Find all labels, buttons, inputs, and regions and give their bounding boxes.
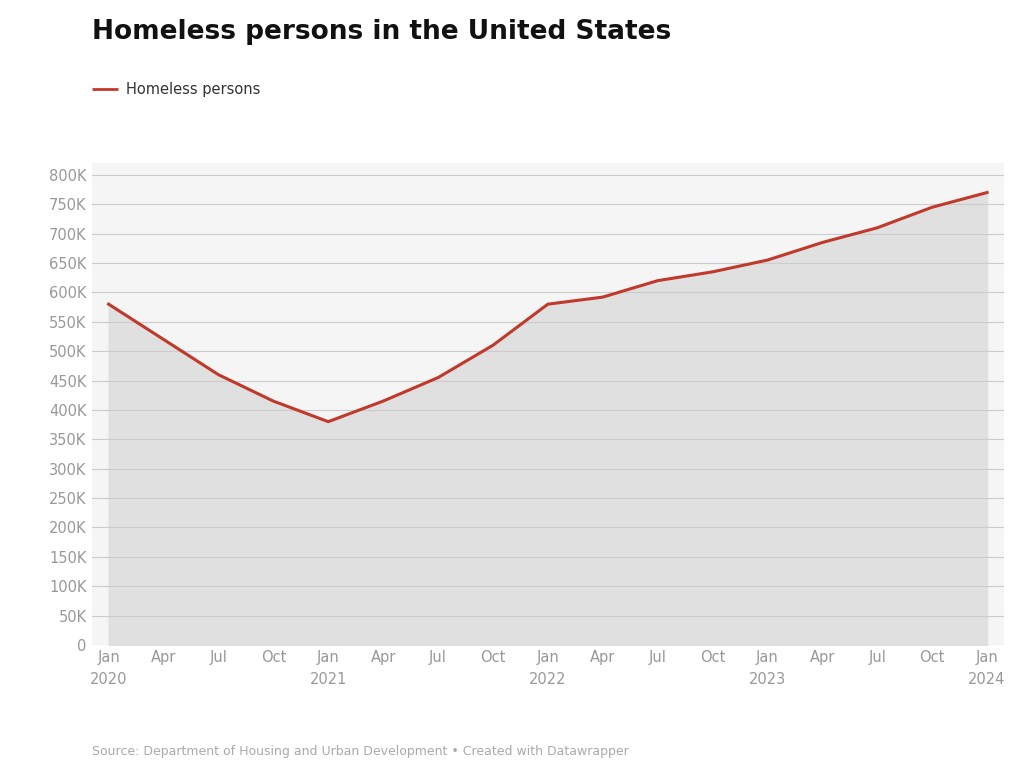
Text: 2021: 2021 <box>309 672 347 687</box>
Text: Homeless persons: Homeless persons <box>126 82 260 97</box>
Text: Source: Department of Housing and Urban Development • Created with Datawrapper: Source: Department of Housing and Urban … <box>92 744 629 758</box>
Text: 2023: 2023 <box>749 672 786 687</box>
Text: 2022: 2022 <box>529 672 566 687</box>
Text: 2020: 2020 <box>90 672 127 687</box>
Text: 2024: 2024 <box>969 672 1006 687</box>
Text: Homeless persons in the United States: Homeless persons in the United States <box>92 19 672 45</box>
